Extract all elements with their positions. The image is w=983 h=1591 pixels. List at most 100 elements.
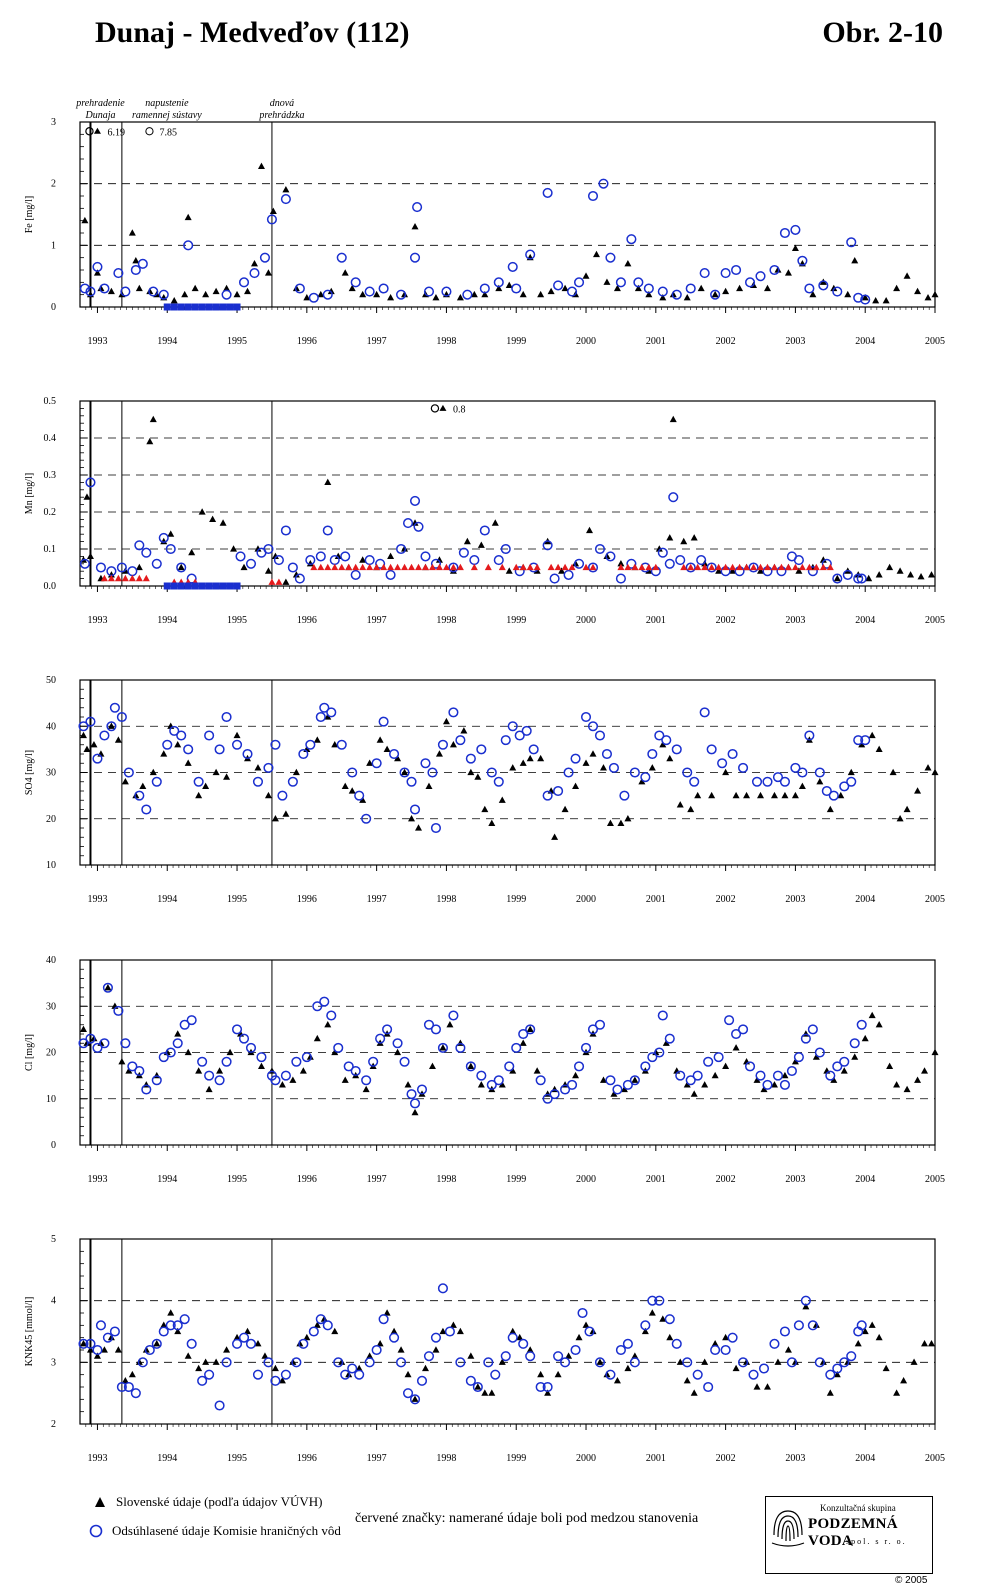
- data-point-below-limit: [359, 563, 367, 571]
- data-point-slovak: [690, 1389, 698, 1396]
- data-point-slovak: [394, 754, 402, 762]
- x-tick-label: 2005: [925, 1453, 945, 1464]
- data-point-slovak: [631, 1076, 639, 1083]
- data-point-slovak: [456, 1327, 464, 1335]
- data-point-slovak: [624, 260, 632, 267]
- data-point-slovak: [868, 1011, 876, 1019]
- data-point-slovak: [195, 1067, 203, 1074]
- y-tick-label: 10: [46, 1094, 56, 1105]
- data-point-slovak: [278, 1081, 286, 1088]
- data-point-slovak: [617, 560, 625, 567]
- data-point-slovak: [132, 256, 140, 264]
- data-point-agreed: [130, 1388, 141, 1399]
- data-point-below-limit: [826, 563, 834, 571]
- logo-line2: PODZEMNÁ VODA: [808, 1516, 898, 1549]
- data-point-slovak: [359, 796, 367, 803]
- data-point-agreed: [319, 702, 330, 713]
- data-point-slovak: [359, 290, 367, 298]
- y-tick-label: 40: [46, 955, 56, 966]
- data-point-agreed: [420, 551, 431, 562]
- data-point-agreed: [238, 1033, 250, 1044]
- data-point-agreed: [465, 1375, 476, 1386]
- data-point-slovak: [697, 284, 705, 292]
- data-point-slovak: [359, 556, 367, 563]
- data-point-slovak: [223, 773, 231, 780]
- data-point-slovak: [833, 574, 841, 582]
- plot-frame: [79, 121, 936, 308]
- x-tick-label: 2004: [855, 894, 875, 905]
- data-point-agreed: [308, 1326, 319, 1337]
- fingerprint-logo-icon: [771, 1510, 805, 1547]
- x-tick-label: 2004: [855, 336, 875, 347]
- data-point-slovak: [666, 754, 674, 762]
- data-point-agreed: [312, 1001, 323, 1012]
- data-point-slovak: [299, 1067, 307, 1074]
- data-point-slovak: [844, 1358, 852, 1365]
- data-point-agreed: [615, 573, 626, 584]
- data-point-agreed: [511, 283, 522, 294]
- data-point-agreed: [647, 1052, 658, 1063]
- data-point-agreed: [350, 569, 361, 580]
- plot-frame: [79, 1238, 936, 1425]
- data-point-slovak: [170, 297, 178, 304]
- data-point-below-limit: [456, 563, 464, 571]
- data-point-slovak: [366, 1352, 374, 1359]
- data-point-agreed: [378, 716, 389, 727]
- data-point-below-limit: [547, 563, 555, 571]
- data-point-agreed: [273, 555, 284, 566]
- data-point-agreed: [668, 492, 679, 503]
- data-point-agreed: [116, 562, 127, 573]
- data-point-below-limit: [338, 563, 346, 571]
- y-tick-label: 10: [46, 860, 56, 871]
- data-point-slovak: [146, 287, 154, 295]
- data-point-slovak: [411, 1108, 419, 1116]
- data-point-agreed: [455, 735, 466, 746]
- data-point-agreed: [151, 1338, 162, 1349]
- data-point-slovak: [404, 1370, 412, 1378]
- data-point-slovak: [139, 782, 147, 789]
- chart-panel-3: 10 20 30 40 50 1993 1994 1995 1996 1997 1998 1999 20…: [24, 675, 945, 905]
- data-point-slovak: [662, 1039, 670, 1046]
- x-tick-label: 1993: [87, 894, 107, 905]
- y-tick-label: 0.1: [44, 544, 57, 555]
- data-point-slovak: [882, 297, 890, 304]
- x-tick-label: 2001: [646, 1453, 666, 1464]
- x-tick-label: 1998: [436, 336, 456, 347]
- data-point-slovak: [184, 1352, 192, 1359]
- data-point-slovak: [376, 736, 384, 743]
- data-point-agreed: [402, 518, 414, 529]
- data-point-agreed: [197, 1056, 208, 1067]
- data-point-agreed-below-limit: [191, 303, 199, 311]
- x-tick-label: 2003: [785, 1174, 805, 1185]
- x-tick-label: 2003: [785, 1453, 805, 1464]
- data-point-agreed: [814, 1357, 825, 1368]
- data-point-agreed: [151, 776, 162, 787]
- data-point-slovak: [83, 745, 91, 752]
- data-point-agreed: [706, 744, 717, 755]
- data-point-slovak: [331, 740, 339, 748]
- data-point-agreed: [409, 252, 421, 263]
- data-point-agreed: [807, 1024, 818, 1035]
- data-point-agreed: [525, 1351, 536, 1362]
- data-point-agreed: [214, 1400, 225, 1411]
- data-point-agreed: [724, 1015, 735, 1026]
- x-tick-label: 1993: [87, 1453, 107, 1464]
- data-point-slovak: [519, 290, 527, 298]
- data-point-agreed: [263, 762, 274, 773]
- data-point-agreed: [542, 1093, 553, 1104]
- data-point-slovak: [390, 1327, 398, 1335]
- data-point-agreed: [553, 280, 564, 291]
- data-point-agreed: [85, 716, 96, 727]
- data-point-slovak: [781, 791, 789, 799]
- data-point-slovak: [840, 1067, 848, 1074]
- data-point-slovak: [233, 290, 241, 298]
- data-point-below-limit: [819, 563, 827, 571]
- data-point-slovak: [666, 534, 674, 541]
- data-point-agreed: [689, 776, 700, 787]
- data-point-below-limit: [763, 563, 771, 571]
- data-point-agreed: [553, 785, 564, 797]
- data-point-agreed: [92, 1042, 103, 1053]
- data-point-agreed: [744, 277, 756, 288]
- data-point-slovak: [303, 1333, 311, 1341]
- data-point-agreed: [856, 573, 867, 584]
